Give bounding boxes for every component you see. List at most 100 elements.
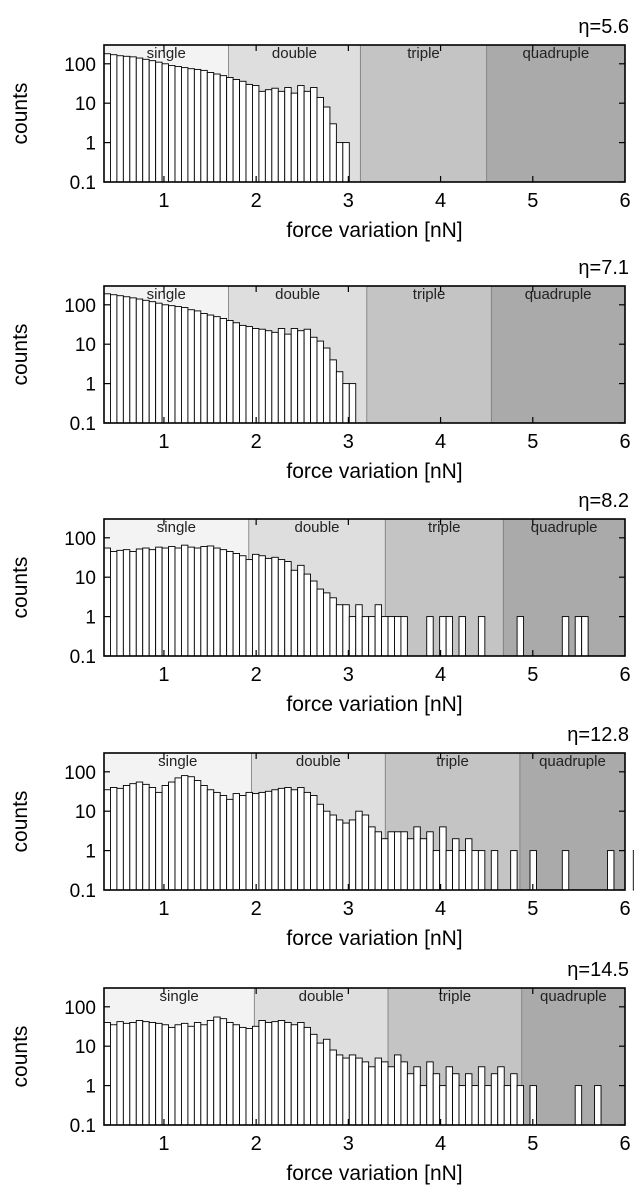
- histogram-bar: [181, 307, 189, 424]
- histogram-bar: [361, 814, 370, 891]
- region-band: [366, 286, 492, 423]
- histogram-bar: [142, 547, 150, 657]
- histogram-bar: [335, 371, 344, 424]
- histogram-bar: [264, 1022, 273, 1126]
- x-tick-label: 4: [435, 1133, 446, 1155]
- histogram-bar: [142, 783, 150, 891]
- histogram-bar: [200, 1024, 208, 1126]
- histogram-bar: [129, 56, 137, 183]
- histogram-bar: [258, 328, 266, 424]
- x-axis-label: force variation [nN]: [286, 927, 462, 950]
- histogram-bar: [213, 1016, 221, 1126]
- histogram-bar: [419, 838, 428, 891]
- histogram-bar: [348, 616, 357, 657]
- region-label: triple: [428, 519, 461, 536]
- eta-annotation: η=8.2: [578, 490, 629, 512]
- region-label: double: [294, 519, 339, 536]
- region-label: single: [147, 286, 186, 303]
- x-tick-label: 2: [251, 898, 262, 920]
- x-tick-label: 3: [343, 664, 354, 686]
- histogram-bar: [129, 783, 137, 891]
- histogram-bar: [277, 787, 286, 891]
- histogram-bar: [348, 1054, 357, 1126]
- histogram-bar: [193, 780, 202, 891]
- histogram-bar: [110, 1024, 118, 1126]
- histogram-bar: [187, 1025, 195, 1126]
- region-band: [486, 45, 625, 182]
- histogram-bar: [148, 301, 157, 424]
- histogram-bar: [181, 67, 189, 183]
- region-label: quadruple: [525, 286, 592, 303]
- y-tick-label: 100: [64, 55, 96, 76]
- histogram-bar: [277, 1020, 286, 1126]
- x-tick-label: 4: [435, 190, 446, 212]
- x-tick-label: 5: [527, 190, 538, 212]
- histogram-bar: [381, 616, 389, 657]
- histogram-bar: [219, 795, 228, 891]
- x-tick-label: 5: [527, 431, 538, 453]
- histogram-bar: [239, 1026, 247, 1126]
- histogram-bar: [471, 1085, 479, 1126]
- histogram-bar: [103, 293, 111, 424]
- histogram-bar: [187, 309, 195, 424]
- histogram-bar: [161, 785, 169, 891]
- histogram-bar: [426, 1061, 434, 1126]
- histogram-bar: [290, 569, 299, 657]
- y-axis-label: counts: [9, 324, 32, 386]
- histogram-bar: [490, 850, 499, 891]
- region-label: double: [296, 753, 341, 770]
- histogram-bar: [394, 1054, 402, 1126]
- histogram-bar: [335, 142, 344, 183]
- histogram-bar: [607, 850, 615, 891]
- histogram-bar: [310, 795, 318, 891]
- histogram-bar: [219, 549, 228, 657]
- histogram-bar: [452, 838, 460, 891]
- histogram-bar: [129, 1022, 137, 1126]
- histogram-bar: [155, 791, 163, 891]
- histogram-bar: [471, 850, 479, 891]
- x-axis-label: force variation [nN]: [286, 460, 462, 483]
- histogram-bar: [316, 96, 324, 183]
- histogram-bar: [303, 328, 312, 424]
- histogram-bar: [477, 1066, 486, 1126]
- histogram-bar: [116, 787, 124, 891]
- histogram-bar: [206, 545, 215, 657]
- histogram-bar: [439, 826, 447, 891]
- y-tick-label: 10: [75, 568, 96, 589]
- histogram-bar: [290, 328, 299, 424]
- histogram-bar: [297, 787, 305, 891]
- y-tick-label: 1: [85, 375, 96, 396]
- histogram-bar: [465, 838, 473, 891]
- histogram-bar: [394, 831, 402, 891]
- histogram-bar: [323, 106, 331, 183]
- x-tick-label: 6: [619, 664, 630, 686]
- histogram-bar: [161, 547, 169, 657]
- histogram-bar: [406, 838, 415, 891]
- histogram-bar: [252, 1025, 260, 1126]
- x-tick-label: 2: [251, 190, 262, 212]
- histogram-bar: [329, 814, 337, 891]
- histogram-bar: [245, 791, 253, 891]
- region-label: quadruple: [540, 988, 607, 1005]
- histogram-bar: [155, 302, 163, 424]
- y-tick-label: 1: [85, 842, 96, 863]
- histogram-bar: [206, 789, 215, 891]
- histogram-bar: [361, 1061, 370, 1126]
- histogram-bar: [122, 549, 131, 657]
- histogram-bar: [574, 1085, 583, 1126]
- x-tick-label: 6: [619, 898, 630, 920]
- histogram-bar: [206, 72, 215, 183]
- eta-annotation: η=14.5: [567, 959, 629, 981]
- histogram-bar: [200, 313, 208, 424]
- histogram-bar: [348, 383, 357, 424]
- histogram-bar: [368, 1066, 376, 1126]
- histogram-bar: [284, 561, 292, 657]
- histogram-bar: [122, 55, 131, 183]
- histogram-bar: [329, 359, 337, 424]
- histogram-bar: [316, 1042, 324, 1126]
- histogram-bar: [142, 58, 150, 183]
- histogram-bar: [264, 89, 273, 183]
- histogram-bar: [168, 65, 176, 183]
- histogram-bar: [142, 299, 150, 424]
- histogram-bar: [432, 850, 441, 891]
